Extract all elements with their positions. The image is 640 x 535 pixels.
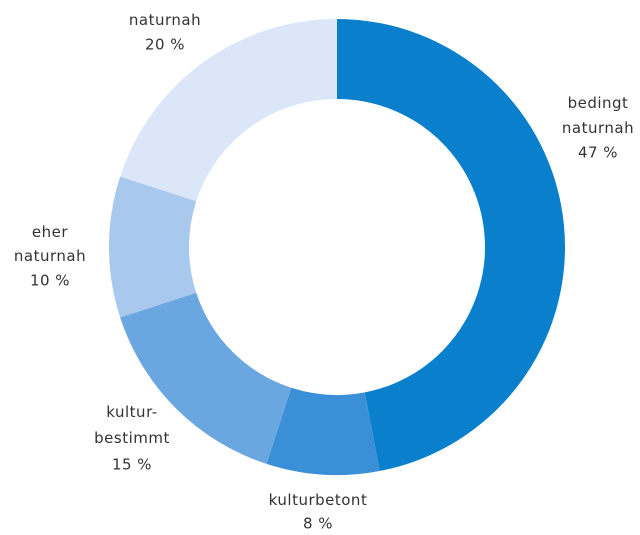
slice-label: bedingt naturnah	[562, 94, 634, 137]
slice-label: eher naturnah	[14, 223, 86, 265]
value-label: 15 %	[112, 456, 152, 474]
value-label: 47 %	[578, 144, 618, 162]
slice-label: naturnah	[129, 11, 201, 29]
slice	[266, 387, 380, 475]
slice-label: kulturbetont	[269, 491, 368, 509]
slice	[337, 19, 565, 471]
value-label: 10 %	[30, 272, 70, 290]
value-label: 8 %	[303, 515, 333, 533]
slice	[120, 292, 292, 464]
slice-label: kultur-bestimmt	[94, 403, 170, 447]
slice	[108, 176, 197, 318]
slice	[120, 19, 337, 202]
value-label: 20 %	[145, 36, 185, 54]
